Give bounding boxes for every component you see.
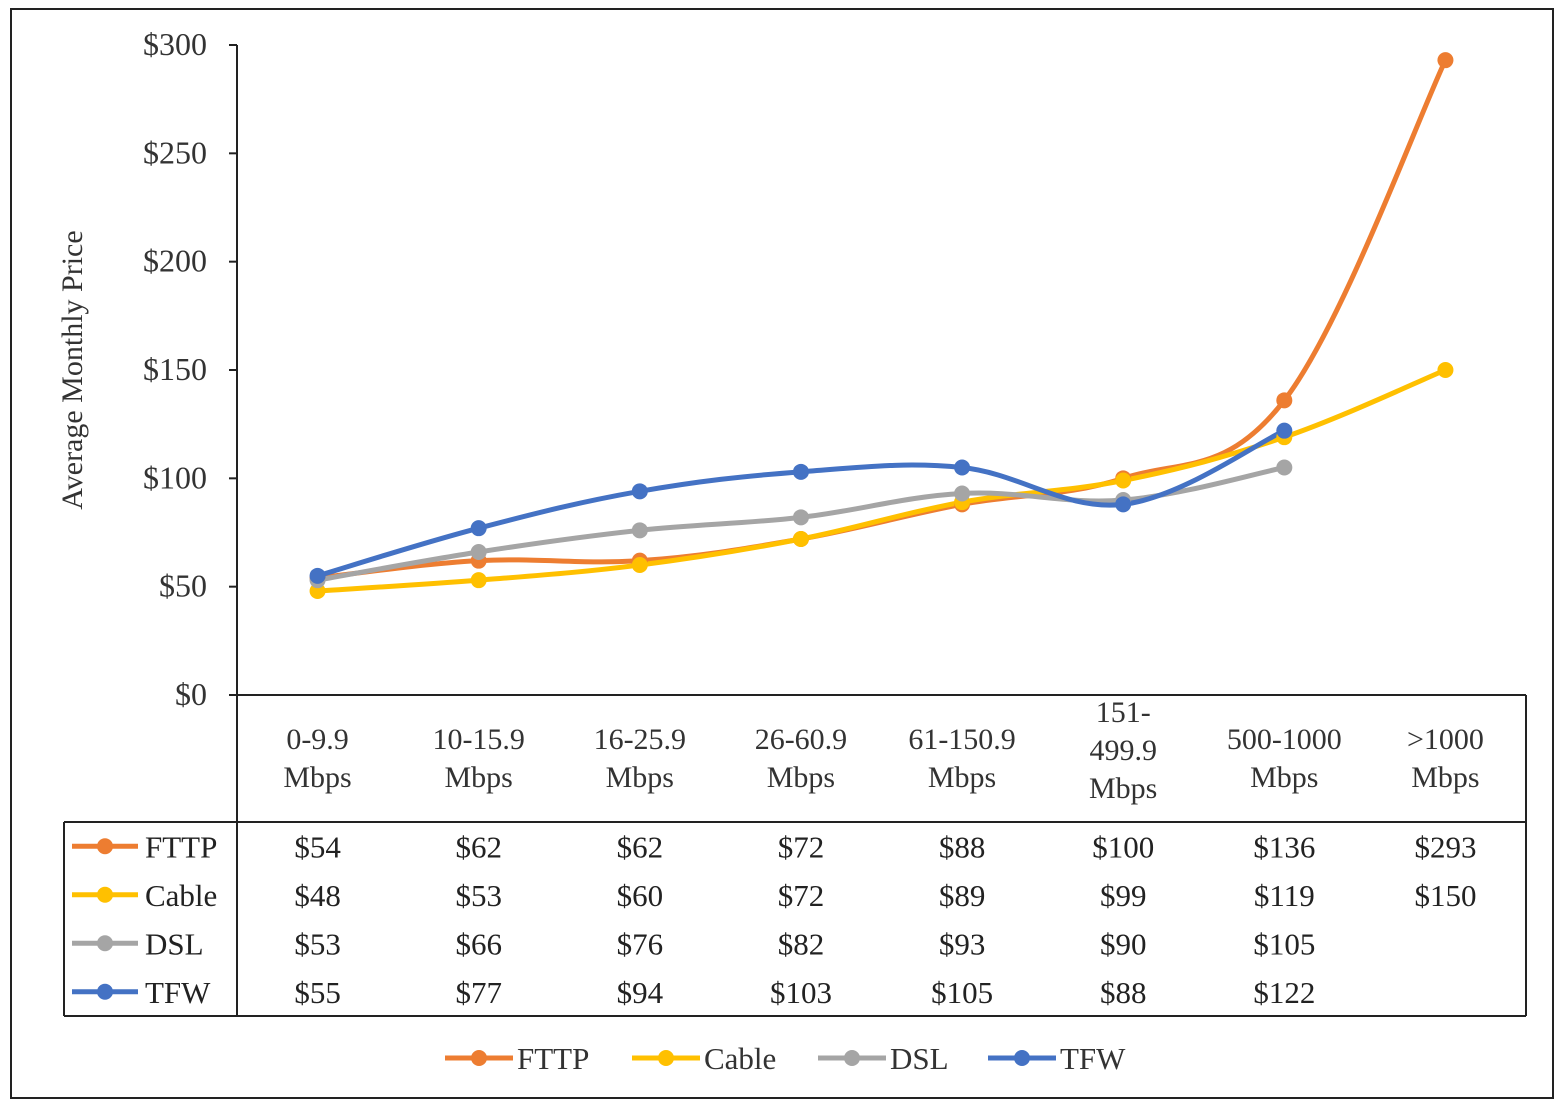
table-cell-dsl: $93 bbox=[939, 926, 986, 961]
x-category-label: Mbps bbox=[606, 761, 674, 794]
table-cell-tfw: $122 bbox=[1253, 975, 1315, 1010]
table-cell-fttp: $293 bbox=[1414, 829, 1476, 864]
x-category-label: >1000 bbox=[1407, 723, 1484, 756]
table-cell-cable: $53 bbox=[455, 878, 502, 913]
table-cell-fttp: $136 bbox=[1253, 829, 1315, 864]
x-category-label: Mbps bbox=[1250, 761, 1318, 794]
table-cell-cable: $48 bbox=[294, 878, 341, 913]
table-cell-cable: $150 bbox=[1414, 878, 1476, 913]
legend-label-fttp: FTTP bbox=[517, 1041, 589, 1076]
x-category-label: 10-15.9 bbox=[432, 723, 525, 756]
x-category-label: 0-9.9 bbox=[286, 723, 349, 756]
table-cell-cable: $119 bbox=[1254, 878, 1315, 913]
table-key-marker-dsl bbox=[97, 935, 113, 952]
legend-label-dsl: DSL bbox=[890, 1041, 949, 1076]
chart-frame bbox=[10, 8, 1554, 1099]
legend-marker-dsl bbox=[844, 1050, 860, 1066]
table-cell-dsl: $76 bbox=[617, 926, 664, 961]
x-category-label: Mbps bbox=[1411, 761, 1479, 794]
table-cell-cable: $89 bbox=[939, 878, 986, 913]
data-point-tfw bbox=[954, 459, 971, 476]
data-point-tfw bbox=[470, 520, 487, 537]
table-row-label-fttp: FTTP bbox=[145, 829, 217, 864]
data-point-fttp bbox=[1276, 392, 1293, 409]
table-cell-fttp: $72 bbox=[778, 829, 825, 864]
table-cell-dsl: $53 bbox=[294, 926, 341, 961]
table-row-label-cable: Cable bbox=[145, 878, 217, 913]
y-tick-label: $250 bbox=[143, 134, 207, 170]
x-category-label: 151- bbox=[1096, 696, 1151, 729]
data-point-dsl bbox=[470, 544, 487, 560]
y-tick-label: $200 bbox=[143, 243, 207, 279]
y-tick-label: $150 bbox=[143, 351, 207, 387]
x-category-label: Mbps bbox=[767, 761, 835, 794]
table-key-marker-fttp bbox=[97, 838, 113, 855]
table-cell-tfw: $94 bbox=[617, 975, 664, 1010]
table-cell-tfw: $105 bbox=[931, 975, 993, 1010]
table-key-marker-cable bbox=[97, 886, 113, 903]
table-cell-cable: $99 bbox=[1100, 878, 1147, 913]
legend-marker-tfw bbox=[1014, 1050, 1030, 1066]
x-category-label: 499.9 bbox=[1089, 734, 1157, 767]
y-tick-label: $50 bbox=[159, 568, 207, 604]
data-point-dsl bbox=[1276, 459, 1293, 476]
y-tick-label: $0 bbox=[175, 676, 207, 712]
table-cell-dsl: $105 bbox=[1253, 926, 1315, 961]
table-cell-dsl: $82 bbox=[778, 926, 825, 961]
table-row-label-tfw: TFW bbox=[145, 975, 211, 1010]
table-cell-cable: $60 bbox=[617, 878, 664, 913]
x-category-label: Mbps bbox=[928, 761, 996, 794]
legend-marker-fttp bbox=[471, 1050, 487, 1066]
table-cell-tfw: $88 bbox=[1100, 975, 1147, 1010]
table-row-label-dsl: DSL bbox=[145, 926, 204, 961]
table-cell-dsl: $90 bbox=[1100, 926, 1147, 961]
data-point-cable bbox=[1437, 362, 1454, 378]
table-cell-cable: $72 bbox=[778, 878, 825, 913]
x-category-label: Mbps bbox=[445, 761, 513, 794]
y-axis-title: Average Monthly Price bbox=[56, 230, 89, 509]
table-cell-fttp: $54 bbox=[294, 829, 341, 864]
legend-label-tfw: TFW bbox=[1060, 1041, 1126, 1076]
x-category-label: 16-25.9 bbox=[594, 723, 687, 756]
data-point-dsl bbox=[954, 485, 971, 502]
data-point-dsl bbox=[631, 522, 648, 539]
legend-label-cable: Cable bbox=[704, 1041, 776, 1076]
data-point-tfw bbox=[1276, 422, 1293, 439]
series-line-cable bbox=[315, 367, 1448, 594]
x-category-label: 61-150.9 bbox=[908, 723, 1016, 756]
data-point-tfw bbox=[1115, 496, 1132, 513]
table-cell-dsl: $66 bbox=[455, 926, 502, 961]
data-point-cable bbox=[470, 572, 487, 589]
data-point-tfw bbox=[631, 483, 648, 500]
table-cell-fttp: $62 bbox=[617, 829, 664, 864]
y-tick-label: $100 bbox=[143, 459, 207, 495]
x-category-label: Mbps bbox=[1089, 772, 1157, 805]
x-category-label: 26-60.9 bbox=[755, 723, 848, 756]
data-point-tfw bbox=[792, 463, 809, 480]
table-cell-tfw: $55 bbox=[294, 975, 341, 1010]
table-cell-fttp: $88 bbox=[939, 829, 986, 864]
series-line-fttp bbox=[315, 57, 1448, 581]
table-cell-tfw: $77 bbox=[455, 975, 502, 1010]
table-key-marker-tfw bbox=[97, 983, 113, 1000]
data-point-fttp bbox=[1437, 52, 1454, 69]
y-tick-label: $300 bbox=[143, 26, 207, 62]
table-cell-fttp: $100 bbox=[1092, 829, 1154, 864]
table-cell-tfw: $103 bbox=[770, 975, 832, 1010]
data-point-tfw bbox=[309, 567, 326, 584]
data-point-dsl bbox=[792, 509, 809, 526]
table-cell-fttp: $62 bbox=[455, 829, 502, 864]
x-category-label: Mbps bbox=[283, 761, 351, 794]
legend-marker-cable bbox=[658, 1050, 674, 1066]
data-point-cable bbox=[792, 531, 809, 547]
x-category-label: 500-1000 bbox=[1227, 723, 1342, 756]
data-point-cable bbox=[1115, 472, 1132, 489]
data-point-cable bbox=[631, 557, 648, 573]
